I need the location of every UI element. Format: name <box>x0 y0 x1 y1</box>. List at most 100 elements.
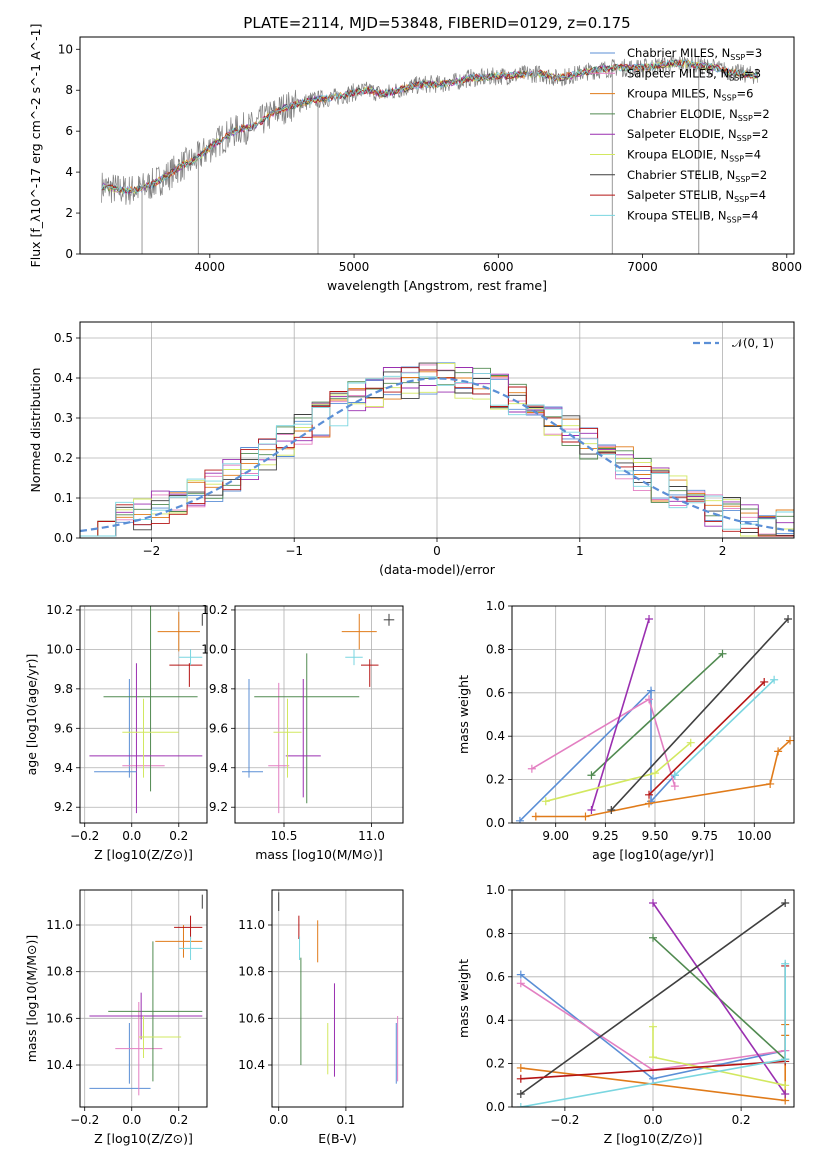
series-point <box>647 686 656 695</box>
legend-value: =4 <box>742 208 759 222</box>
y-tick-label: 0.0 <box>54 531 73 545</box>
legend-subscript: SSP <box>722 94 737 103</box>
errorbar-kroupa-stelib <box>345 649 363 666</box>
y-tick-label: 0.6 <box>486 686 505 700</box>
histogram-kroupa-stelib <box>80 372 794 538</box>
x-tick-label: 6000 <box>483 260 514 274</box>
legend-subscript: SSP <box>737 134 752 143</box>
y-axis-label: age [log10(age/yr)] <box>24 654 39 776</box>
x-tick-label: 9.50 <box>642 829 669 843</box>
axes-frame <box>79 605 208 824</box>
plot-area <box>80 606 207 823</box>
x-axis-label: Z [log10(Z/Z⊙)] <box>604 1131 703 1146</box>
plot-area <box>101 55 759 254</box>
series-point <box>784 615 793 624</box>
series-point <box>645 790 654 799</box>
series-point <box>766 779 775 788</box>
x-axis-label: (data-model)/error <box>379 562 496 577</box>
series-kroupa-miles <box>531 736 794 821</box>
y-tick-label: 1.0 <box>486 883 505 897</box>
series-point <box>670 782 679 791</box>
legend-label-chabrier-elodie: Chabrier ELODIE, NSSP=2 <box>627 107 770 123</box>
series-line <box>610 618 789 811</box>
legend-label-gaussian: 𝒩(0, 1) <box>732 336 774 350</box>
x-tick-label: 1 <box>576 544 584 558</box>
series-point <box>670 771 679 780</box>
y-tick-label: 10.0 <box>201 642 228 656</box>
series-point <box>649 1022 657 1031</box>
age-vs-metallicity-panel: −0.2 0.0 0.2 9.2 9.4 9.6 9.8 10.0 10.2 Z [log10(Z… <box>24 603 208 862</box>
y-tick-label: 0.8 <box>486 926 505 940</box>
series-point <box>760 677 769 686</box>
mass-vs-ebv-panel: 0.0 0.1 10.4 10.6 10.8 11.0 E(B-V) <box>238 889 404 1146</box>
legend-subscript: SSP <box>729 73 744 82</box>
spectrum-panel: 4000 5000 6000 7000 8000 0 2 4 6 8 10 wavelength [A… <box>28 24 802 293</box>
plot-area <box>512 606 794 823</box>
legend-label-kroupa-stelib: Kroupa STELIB, NSSP=4 <box>627 208 758 224</box>
x-tick-label: 0.0 <box>643 1113 662 1127</box>
errorbar-chabrier-stelib <box>383 613 395 626</box>
series-line <box>519 688 676 822</box>
plot-area <box>80 890 207 1107</box>
y-tick-label: 0.1 <box>54 491 73 505</box>
plot-content <box>512 606 794 823</box>
x-tick-label: −1 <box>285 544 303 558</box>
series-point <box>516 1063 525 1072</box>
y-tick-label: 10.6 <box>46 1011 73 1025</box>
y-tick-label: 0 <box>65 247 73 261</box>
y-tick-label: 10.6 <box>238 1011 265 1025</box>
series-point <box>587 771 596 780</box>
y-tick-label: 0.6 <box>486 970 505 984</box>
series-kroupa-stelib <box>670 675 779 780</box>
series-point <box>515 816 524 823</box>
y-tick-label: 10.8 <box>46 965 73 979</box>
legend-value: =4 <box>749 188 766 202</box>
legend-subscript: SSP <box>727 215 742 224</box>
y-tick-label: 10.0 <box>46 642 73 656</box>
plot-content <box>512 890 794 1107</box>
y-tick-label: 0.3 <box>54 411 73 425</box>
series-point <box>781 959 790 968</box>
x-tick-label: 0.0 <box>269 1113 288 1127</box>
x-tick-label: 0.1 <box>336 1113 355 1127</box>
series-point <box>516 1089 525 1098</box>
y-tick-label: 0.2 <box>486 773 505 787</box>
x-axis-label: Z [log10(Z/Z⊙)] <box>94 847 193 862</box>
y-tick-label: 0.2 <box>54 451 73 465</box>
axes-frame <box>271 889 404 1108</box>
series-point <box>649 1074 657 1083</box>
legend-subscript: SSP <box>734 195 749 204</box>
x-tick-label: 0.0 <box>122 1113 141 1127</box>
series-kroupa-elodie <box>649 1022 790 1090</box>
plot-area <box>272 890 403 1107</box>
legend-value: =2 <box>750 168 767 182</box>
series-point <box>686 738 695 747</box>
series-chabrier-miles <box>515 686 679 823</box>
series-line <box>545 742 692 803</box>
y-tick-label: 10.2 <box>201 603 228 617</box>
legend-subscript: SSP <box>730 53 745 62</box>
plot-content <box>272 890 403 1107</box>
gaussian-reference-curve <box>80 377 794 533</box>
plot-area <box>235 606 403 823</box>
series-line <box>648 681 765 796</box>
x-tick-label: −0.2 <box>70 829 99 843</box>
x-tick-label: 9.25 <box>592 829 619 843</box>
plot-area <box>512 890 794 1107</box>
plot-content <box>235 606 403 823</box>
legend-value: =3 <box>745 46 762 60</box>
age-vs-mass-panel: 10.5 11.0 9.2 9.4 9.6 9.8 10.0 10.2 mass [log10(… <box>201 603 404 862</box>
series-point <box>516 979 525 988</box>
series-chabrier-stelib <box>607 615 793 814</box>
series-kroupa-elodie <box>541 738 695 806</box>
series-line <box>590 618 650 811</box>
legend-subscript: SSP <box>738 114 753 123</box>
x-tick-label: 4000 <box>195 260 226 274</box>
series-point <box>774 747 783 756</box>
series-salpeter-stelib <box>645 677 769 799</box>
series-point <box>718 649 727 658</box>
legend-value: =2 <box>753 107 770 121</box>
series-point <box>650 769 659 778</box>
legend-value: =3 <box>744 66 761 80</box>
series-point <box>516 970 525 979</box>
